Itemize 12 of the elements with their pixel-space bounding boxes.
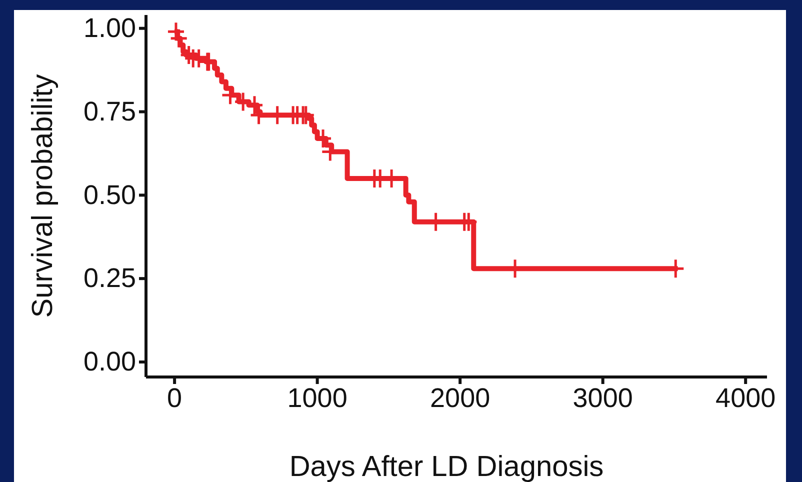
x-tick-label: 0 <box>167 383 182 414</box>
x-tick-label: 4000 <box>716 383 776 414</box>
x-tick-label: 3000 <box>572 383 633 414</box>
x-axis-title: Days After LD Diagnosis <box>289 451 604 482</box>
x-tick-label: 2000 <box>430 383 490 414</box>
y-tick-label: 1.00 <box>83 12 136 43</box>
y-tick-label: 0.00 <box>83 346 136 377</box>
y-tick-label: 0.75 <box>83 96 136 126</box>
y-tick-label: 0.50 <box>83 180 136 210</box>
x-tick-label: 1000 <box>287 383 348 414</box>
y-tick-label: 0.25 <box>83 263 136 294</box>
y-axis-title: Survival probability <box>27 74 59 318</box>
